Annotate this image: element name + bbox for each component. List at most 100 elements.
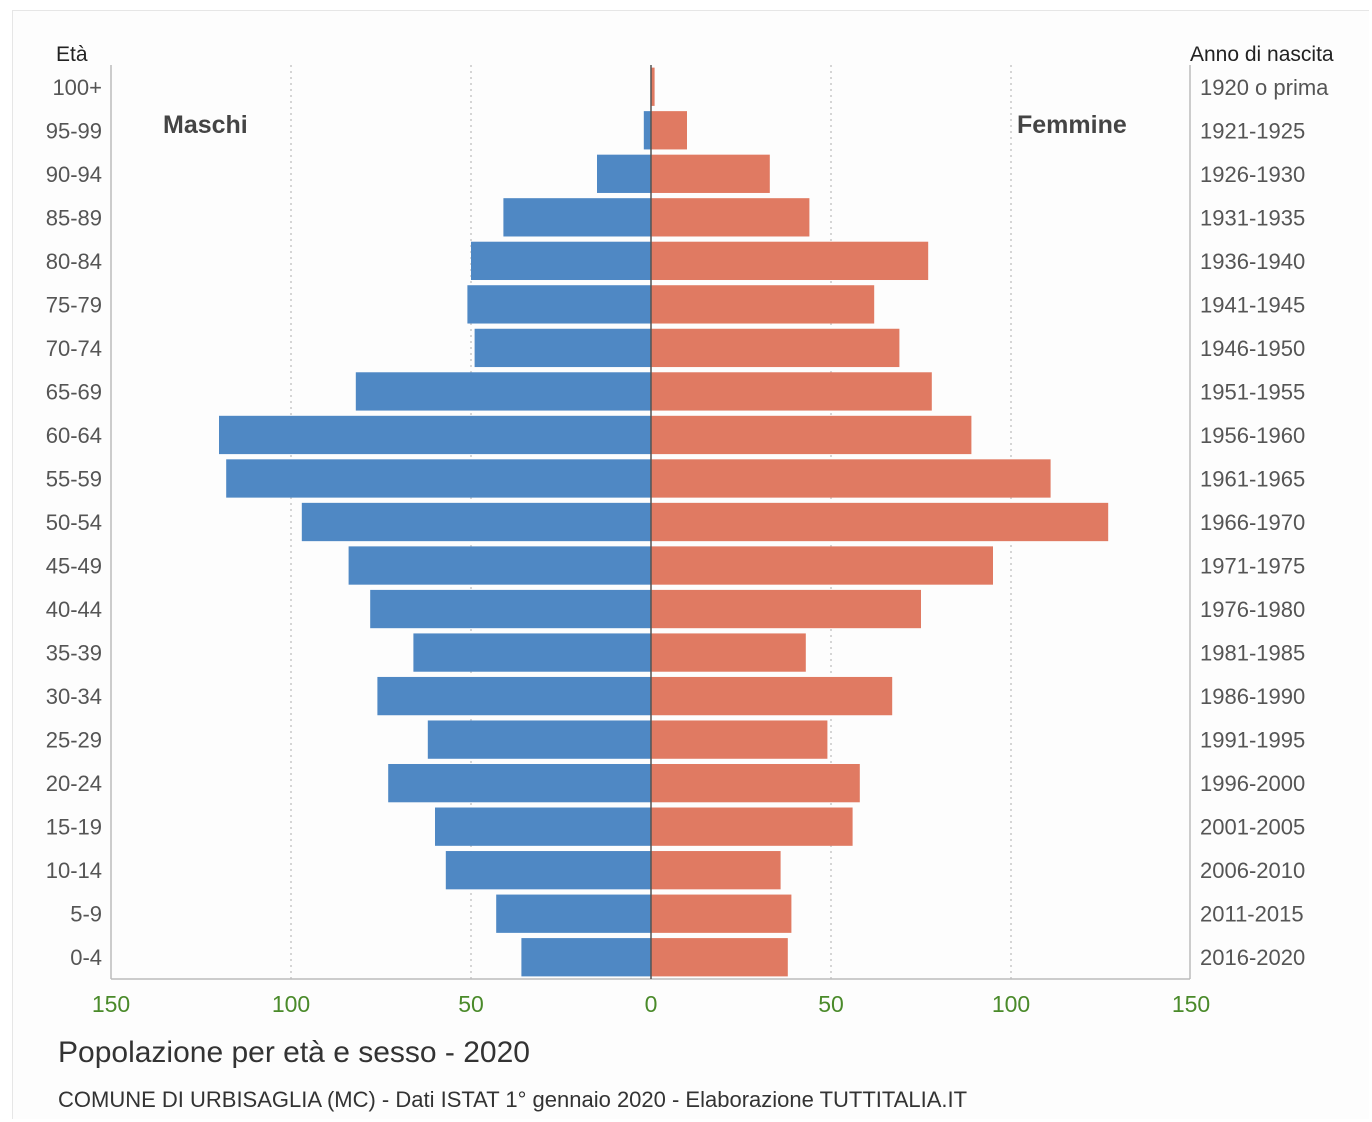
bars (219, 67, 1109, 977)
bar-maschi-5-9 (496, 894, 651, 933)
bar-maschi-15-19 (435, 807, 651, 846)
bar-maschi-75-79 (467, 285, 651, 324)
age-label: 95-99 (46, 118, 102, 143)
series-label-femmine: Femmine (1017, 111, 1127, 139)
birth-year-label: 1966-1970 (1200, 510, 1305, 535)
axes (110, 65, 1191, 980)
bar-maschi-95-99 (643, 111, 651, 150)
left-axis-title: Età (56, 43, 88, 66)
birth-year-label: 1976-1980 (1200, 597, 1305, 622)
age-label: 65-69 (46, 379, 102, 404)
bar-maschi-25-29 (427, 720, 651, 759)
birth-year-label: 1941-1945 (1200, 292, 1305, 317)
birth-year-label: 1946-1950 (1200, 336, 1305, 361)
bar-maschi-10-14 (445, 851, 651, 890)
birth-year-label: 1996-2000 (1200, 771, 1305, 796)
bar-maschi-60-64 (219, 415, 651, 455)
right-axis-title: Anno di nascita (1190, 43, 1334, 66)
birth-year-label: 1986-1990 (1200, 684, 1305, 709)
birth-year-label: 1991-1995 (1200, 728, 1305, 753)
bar-femmine-35-39 (651, 633, 806, 672)
birth-year-label: 1931-1935 (1200, 205, 1305, 230)
birth-year-label: 1971-1975 (1200, 554, 1305, 579)
bar-maschi-90-94 (597, 154, 651, 193)
bar-femmine-30-34 (651, 676, 893, 716)
age-label: 45-49 (46, 554, 102, 579)
bar-femmine-80-84 (651, 241, 929, 281)
bar-femmine-95-99 (651, 111, 687, 150)
age-label: 30-34 (46, 684, 102, 709)
birth-year-label: 2006-2010 (1200, 858, 1305, 883)
bar-maschi-45-49 (348, 546, 651, 585)
age-label: 40-44 (46, 597, 102, 622)
bar-femmine-40-44 (651, 589, 921, 629)
x-tick-label: 50 (458, 991, 484, 1017)
bar-maschi-50-54 (301, 502, 651, 542)
birth-year-label: 1926-1930 (1200, 162, 1305, 187)
birth-year-label: 1920 o prima (1200, 75, 1329, 100)
bar-femmine-55-59 (651, 459, 1051, 498)
age-label: 10-14 (46, 858, 102, 883)
age-label: 50-54 (46, 510, 102, 535)
bar-femmine-45-49 (651, 546, 993, 585)
bar-femmine-70-74 (651, 328, 900, 368)
bar-femmine-85-89 (651, 198, 810, 237)
bar-femmine-25-29 (651, 720, 828, 759)
birth-year-label: 1981-1985 (1200, 641, 1305, 666)
series-label-maschi: Maschi (163, 111, 248, 139)
age-label: 70-74 (46, 336, 102, 361)
x-tick-label: 150 (92, 991, 130, 1017)
age-label: 80-84 (46, 249, 102, 274)
bar-maschi-70-74 (474, 328, 651, 368)
birth-year-label: 2011-2015 (1200, 902, 1304, 927)
age-label: 5-9 (70, 902, 102, 927)
bar-maschi-0-4 (521, 938, 651, 977)
bar-maschi-65-69 (355, 372, 651, 411)
age-label: 20-24 (46, 771, 102, 796)
bar-maschi-85-89 (503, 198, 651, 237)
bar-maschi-80-84 (471, 241, 651, 281)
birth-year-label: 1951-1955 (1200, 379, 1305, 404)
age-label: 15-19 (46, 815, 102, 840)
age-label: 75-79 (46, 292, 102, 317)
x-tick-label: 0 (645, 991, 658, 1017)
x-tick-label: 50 (818, 991, 844, 1017)
age-label: 85-89 (46, 205, 102, 230)
birth-year-label: 1956-1960 (1200, 423, 1305, 448)
chart-subtitle: COMUNE DI URBISAGLIA (MC) - Dati ISTAT 1… (58, 1087, 967, 1112)
x-tick-label: 100 (272, 991, 310, 1017)
bar-maschi-55-59 (226, 459, 651, 498)
birth-year-label: 2001-2005 (1200, 815, 1305, 840)
bar-femmine-5-9 (651, 894, 792, 933)
bar-femmine-90-94 (651, 154, 770, 193)
birth-year-label: 1961-1965 (1200, 466, 1305, 491)
bar-maschi-30-34 (377, 676, 651, 716)
bar-femmine-15-19 (651, 807, 853, 846)
birth-year-label: 1936-1940 (1200, 249, 1305, 274)
age-label: 0-4 (70, 945, 102, 970)
bar-femmine-65-69 (651, 372, 932, 411)
bar-femmine-60-64 (651, 415, 972, 455)
chart-title: Popolazione per età e sesso - 2020 (58, 1036, 530, 1069)
bar-femmine-75-79 (651, 285, 875, 324)
age-label: 90-94 (46, 162, 102, 187)
birth-year-label: 1921-1925 (1200, 118, 1305, 143)
bar-femmine-10-14 (651, 851, 781, 890)
age-label: 55-59 (46, 466, 102, 491)
age-label: 35-39 (46, 641, 102, 666)
birth-year-label: 2016-2020 (1200, 945, 1305, 970)
labels: 100+ 1920 o prima 95-99 1921-1925 90-94 1926-… (46, 75, 1329, 1017)
x-tick-label: 100 (992, 991, 1030, 1017)
bar-femmine-50-54 (651, 502, 1109, 542)
bar-maschi-20-24 (388, 763, 651, 803)
bar-femmine-0-4 (651, 938, 788, 977)
age-label: 25-29 (46, 728, 102, 753)
bar-maschi-35-39 (413, 633, 651, 672)
bar-femmine-20-24 (651, 763, 860, 803)
age-label: 100+ (52, 75, 102, 100)
x-tick-label: 150 (1172, 991, 1210, 1017)
age-label: 60-64 (46, 423, 102, 448)
bar-maschi-40-44 (370, 589, 651, 629)
bar-femmine-100+ (651, 67, 655, 106)
